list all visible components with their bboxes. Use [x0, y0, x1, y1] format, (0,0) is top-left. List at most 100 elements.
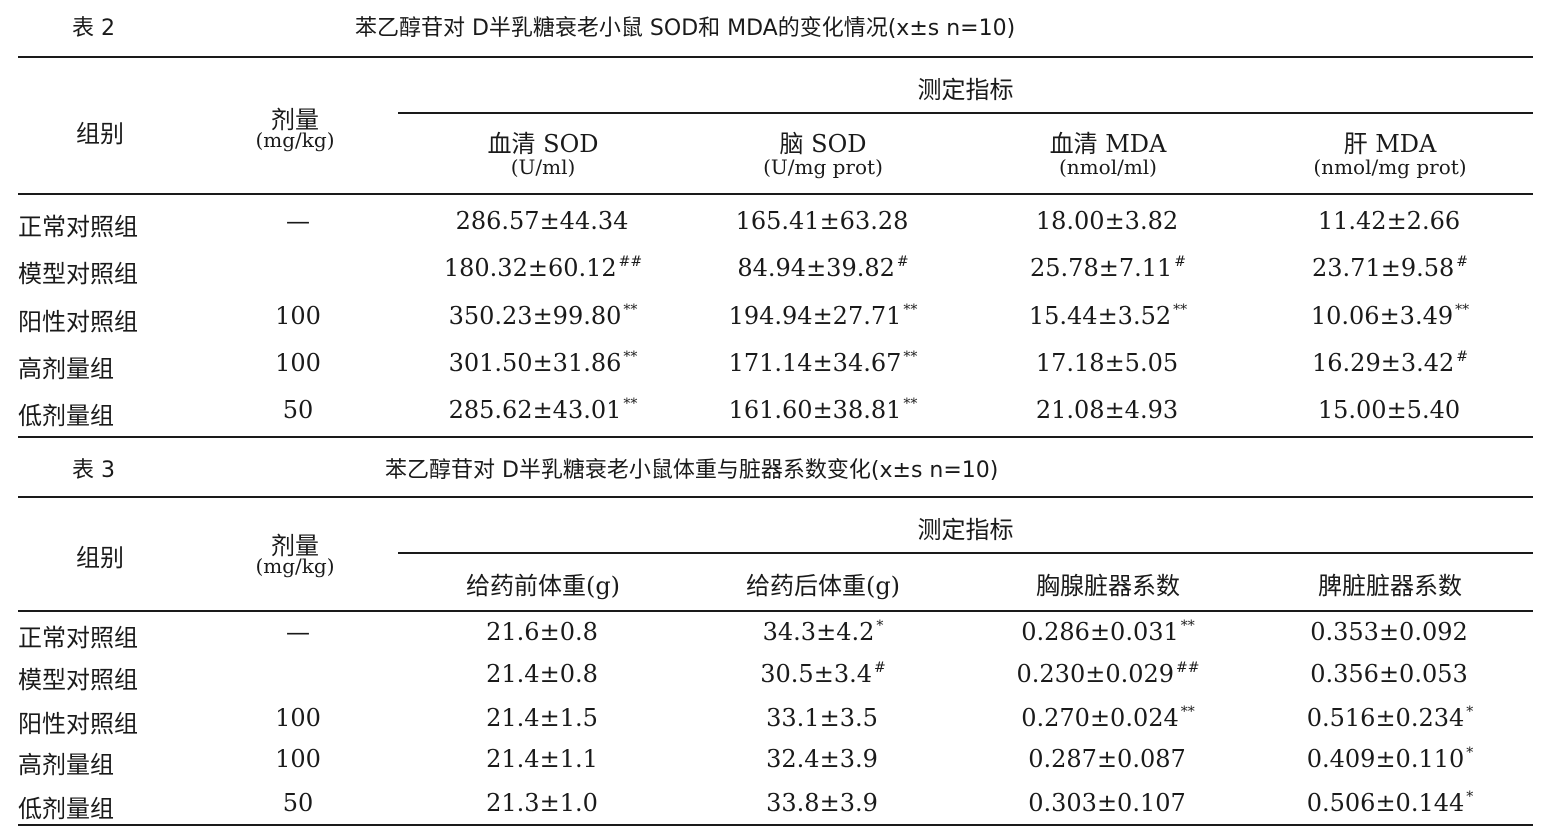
group-name-cell: 低剂量组	[18, 402, 114, 430]
table3-label: 表 3	[72, 458, 115, 483]
value-text: 21.4±0.8	[486, 660, 598, 688]
value-cell: 286.57±44.34	[408, 207, 678, 235]
significance-mark: #	[1456, 349, 1468, 365]
value-cell: 21.08±4.93	[973, 396, 1243, 424]
table2-header-rule	[18, 193, 1533, 195]
dose-cell: 100	[275, 745, 321, 773]
value-cell: 161.60±38.81 **	[688, 396, 958, 424]
group-name-cell: 模型对照组	[18, 666, 138, 694]
value-text: 33.1±3.5	[766, 704, 878, 732]
significance-mark: **	[1173, 302, 1188, 318]
value-cell: 0.353±0.092	[1255, 618, 1525, 646]
value-text: 165.41±63.28	[735, 207, 909, 235]
value-text: 0.287±0.087	[1028, 745, 1186, 773]
value-cell: 21.4±1.5	[408, 704, 678, 732]
value-text: 0.353±0.092	[1310, 618, 1468, 646]
table3-dose-header: 剂量	[271, 532, 319, 560]
value-text: 285.62±43.01	[448, 396, 622, 424]
table2-title: 苯乙醇苷对 D半乳糖衰老小鼠 SOD和 MDA的变化情况(x±s n=10)	[355, 16, 1016, 41]
value-text: 11.42±2.66	[1317, 207, 1461, 235]
value-text: 30.5±3.4	[760, 660, 872, 688]
table2-bottom-rule	[18, 436, 1533, 438]
value-cell: 0.356±0.053	[1255, 660, 1525, 688]
value-text: 17.18±5.05	[1035, 349, 1179, 377]
significance-mark: #	[896, 254, 909, 270]
value-cell: 23.71±9.58 #	[1255, 254, 1525, 282]
value-text: 301.50±31.86	[448, 349, 622, 377]
table3-bottom-rule	[18, 824, 1533, 826]
significance-mark: #	[1174, 254, 1186, 270]
dose-cell: 100	[275, 349, 321, 377]
group-name-cell: 低剂量组	[18, 795, 114, 823]
significance-mark: **	[903, 302, 918, 318]
value-cell: 17.18±5.05	[973, 349, 1243, 377]
value-text: 21.4±1.1	[486, 745, 598, 773]
value-text: 15.44±3.52	[1028, 302, 1172, 330]
value-cell: 11.42±2.66	[1255, 207, 1525, 235]
group-name-cell: 高剂量组	[18, 751, 114, 779]
significance-mark: #	[1456, 254, 1468, 270]
value-cell: 0.506±0.144 *	[1255, 789, 1525, 817]
value-cell: 30.5±3.4 #	[688, 660, 958, 688]
column-header-name: 脾脏脏器系数	[1318, 572, 1462, 600]
group-name-cell: 阳性对照组	[18, 308, 138, 336]
value-cell: 21.4±1.1	[408, 745, 678, 773]
value-text: 21.6±0.8	[486, 618, 598, 646]
value-text: 34.3±4.2	[762, 618, 875, 646]
value-cell: 0.303±0.107	[973, 789, 1243, 817]
column-header-name: 肝 MDA	[1343, 130, 1437, 158]
significance-mark: **	[1180, 704, 1195, 720]
significance-mark: **	[1180, 618, 1195, 634]
value-cell: 33.8±3.9	[688, 789, 958, 817]
value-cell: 0.287±0.087	[973, 745, 1243, 773]
group-name-cell: 正常对照组	[18, 213, 138, 241]
value-cell: 15.00±5.40	[1255, 396, 1525, 424]
value-cell: 34.3±4.2 *	[688, 618, 958, 646]
value-text: 286.57±44.34	[455, 207, 629, 235]
dose-cell: 50	[282, 396, 314, 424]
group-name-cell: 模型对照组	[18, 260, 138, 288]
table3-header-rule	[18, 610, 1533, 612]
value-cell: 350.23±99.80 **	[408, 302, 678, 330]
value-text: 32.4±3.9	[766, 745, 878, 773]
value-text: 0.409±0.110	[1306, 745, 1465, 773]
value-cell: 285.62±43.01 **	[408, 396, 678, 424]
value-text: 0.516±0.234	[1306, 704, 1465, 732]
value-text: 0.286±0.031	[1021, 618, 1179, 646]
value-cell: 21.6±0.8	[408, 618, 678, 646]
value-cell: 194.94±27.71 **	[688, 302, 958, 330]
value-text: 21.08±4.93	[1035, 396, 1179, 424]
value-text: 16.29±3.42	[1312, 349, 1455, 377]
value-cell: 33.1±3.5	[688, 704, 958, 732]
value-text: 10.06±3.49	[1310, 302, 1454, 330]
significance-mark: ##	[1176, 660, 1200, 676]
table2-indicator-header: 测定指标	[917, 76, 1014, 104]
significance-mark: **	[623, 396, 638, 412]
value-cell: 16.29±3.42 #	[1255, 349, 1525, 377]
column-header-name: 给药前体重(g)	[465, 572, 621, 600]
significance-mark: ##	[618, 254, 643, 270]
value-cell: 21.4±0.8	[408, 660, 678, 688]
value-text: 33.8±3.9	[766, 789, 878, 817]
table3-top-rule	[18, 496, 1533, 498]
value-cell: 18.00±3.82	[973, 207, 1243, 235]
value-cell: 0.230±0.029 ##	[973, 660, 1243, 688]
value-cell: 0.409±0.110 *	[1255, 745, 1525, 773]
table3-indicator-rule	[398, 552, 1533, 554]
dose-cell: —	[286, 207, 310, 235]
value-cell: 84.94±39.82 #	[688, 254, 958, 282]
significance-mark: **	[623, 302, 638, 318]
table2-indicator-rule	[398, 112, 1533, 114]
value-text: 194.94±27.71	[728, 302, 902, 330]
dose-cell: 100	[275, 704, 321, 732]
value-text: 350.23±99.80	[448, 302, 622, 330]
value-cell: 0.270±0.024 **	[973, 704, 1243, 732]
value-cell: 171.14±34.67 **	[688, 349, 958, 377]
value-text: 18.00±3.82	[1035, 207, 1179, 235]
significance-mark: *	[876, 618, 884, 634]
value-cell: 165.41±63.28	[688, 207, 958, 235]
value-text: 0.230±0.029	[1016, 660, 1175, 688]
significance-mark: **	[1455, 302, 1470, 318]
group-name-cell: 高剂量组	[18, 355, 114, 383]
group-name-cell: 阳性对照组	[18, 710, 138, 738]
